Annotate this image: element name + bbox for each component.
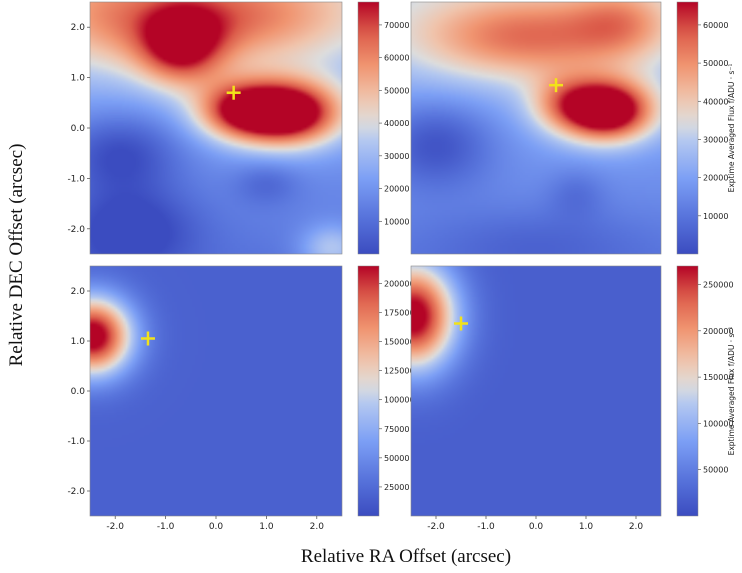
x-tick-label: -1.0: [157, 522, 175, 532]
heatmap-image: [411, 2, 661, 254]
colorbar-tick-label: 50000: [703, 466, 728, 475]
y-tick-label: -2.0: [67, 487, 85, 497]
colorbar-tick-label: 30000: [384, 152, 409, 161]
colorbar-tick-label: 150000: [703, 373, 734, 382]
colorbar-tick-label: 175000: [384, 309, 415, 318]
y-tick-label: -1.0: [67, 437, 85, 447]
colorbar: [676, 265, 699, 517]
colorbar-tick-label: 50000: [703, 59, 728, 68]
heatmap-image: [90, 2, 342, 254]
x-tick-label: 2.0: [629, 522, 644, 532]
y-tick-label: 2.0: [71, 287, 86, 297]
x-tick-label: 2.0: [310, 522, 325, 532]
colorbar-tick-label: 200000: [703, 327, 734, 336]
x-tick-label: 0.0: [529, 522, 544, 532]
colorbar-tick-label: 70000: [384, 21, 409, 30]
colorbar-tick-label: 20000: [384, 185, 409, 194]
colorbar-tick-label: 250000: [703, 281, 734, 290]
y-tick-label: -1.0: [67, 174, 85, 184]
colorbar-tick-label: 60000: [384, 54, 409, 63]
colorbar-label: Exptime Averaged Flux f/ADU · s⁻¹: [727, 327, 736, 456]
colorbar-tick-label: 40000: [384, 119, 409, 128]
y-tick-label: 1.0: [71, 74, 86, 84]
x-tick-label: -2.0: [427, 522, 445, 532]
x-tick-label: 1.0: [579, 522, 594, 532]
x-tick-label: -1.0: [477, 522, 495, 532]
panel-bottom-left: 2.0 1.0 0.0 -1.0 -2.0 -2.0 -1.0 0.0 1.0 2.0 25000 5…: [67, 265, 415, 532]
colorbar-tick-label: 100000: [703, 419, 734, 428]
x-tick-label: 0.0: [209, 522, 224, 532]
colorbar-tick-label: 30000: [703, 135, 728, 144]
y-tick-label: 0.0: [71, 387, 86, 397]
colorbar: [357, 265, 380, 517]
heatmap-image: [90, 266, 342, 516]
x-tick-label: -2.0: [106, 522, 124, 532]
colorbar-tick-label: 150000: [384, 338, 415, 347]
y-tick-label: -2.0: [67, 225, 85, 235]
x-axis-label: Relative RA Offset (arcsec): [301, 546, 511, 567]
y-tick-label: 2.0: [71, 23, 86, 33]
colorbar-tick-label: 20000: [703, 174, 728, 183]
panel-top-right: 10000 20000 30000 40000 50000 60000 Exptime Av…: [410, 1, 736, 255]
panel-frame: [410, 1, 662, 255]
colorbar-tick-label: 40000: [703, 97, 728, 106]
colorbar: [676, 1, 699, 255]
y-tick-label: 1.0: [71, 337, 86, 347]
colorbar-tick-label: 10000: [703, 212, 728, 221]
colorbar: [357, 1, 380, 255]
panel-bottom-right: -2.0 -1.0 0.0 1.0 2.0 50000 100000 150000 200000…: [410, 265, 736, 532]
colorbar-tick-label: 25000: [384, 483, 409, 492]
colorbar-tick-label: 50000: [384, 86, 409, 95]
panel-top-left: 2.0 1.0 0.0 -1.0 -2.0 10000 20000 30000 40000 500…: [67, 1, 409, 255]
colorbar-tick-label: 10000: [384, 217, 409, 226]
colorbar-tick-label: 200000: [384, 279, 415, 288]
colorbar-tick-label: 100000: [384, 396, 415, 405]
colorbar-tick-label: 60000: [703, 21, 728, 30]
x-tick-label: 1.0: [259, 522, 274, 532]
colorbar-label: Exptime Averaged Flux f/ADU · s⁻¹: [727, 64, 736, 193]
colorbar-tick-label: 75000: [384, 425, 409, 434]
y-tick-label: 0.0: [71, 124, 86, 134]
heatmap-image: [411, 266, 661, 516]
colorbar-tick-label: 50000: [384, 454, 409, 463]
colorbar-tick-label: 125000: [384, 367, 415, 376]
y-axis-label: Relative DEC Offset (arcsec): [6, 144, 27, 367]
